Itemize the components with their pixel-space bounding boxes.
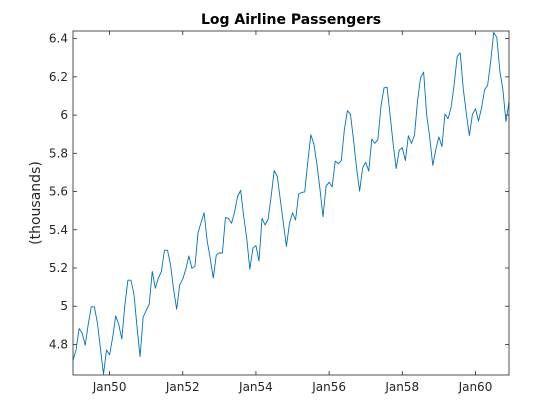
x-tick-label: Jan60	[458, 380, 493, 394]
x-tick-label: Jan58	[384, 380, 419, 394]
plot-frame	[72, 30, 510, 376]
series-line	[72, 31, 510, 375]
plot-area	[73, 31, 509, 375]
y-tick-label: 5.6	[49, 185, 68, 199]
y-tick-label: 5.8	[49, 146, 68, 160]
y-tick-label: 5.2	[49, 261, 68, 275]
x-tick-label: Jan52	[165, 380, 200, 394]
y-tick-label: 4.8	[49, 337, 68, 351]
x-axis-ticks: Jan50 Jan52 Jan54 Jan56 Jan58 Jan60	[92, 31, 493, 394]
y-tick-label: 6.2	[49, 70, 68, 84]
y-tick-label: 6	[60, 108, 68, 122]
x-tick-label: Jan50	[92, 380, 127, 394]
x-tick-label: Jan54	[238, 380, 273, 394]
chart-title: Log Airline Passengers	[201, 12, 381, 28]
y-axis-label: (thousands)	[28, 161, 44, 245]
y-axis-ticks: 4.8 5 5.2 5.4 5.6 5.8 6 6.2 6.4	[49, 32, 509, 351]
y-tick-label: 5	[60, 299, 68, 313]
x-tick-label: Jan56	[311, 380, 346, 394]
y-tick-label: 6.4	[49, 32, 68, 46]
y-tick-label: 5.4	[49, 223, 68, 237]
